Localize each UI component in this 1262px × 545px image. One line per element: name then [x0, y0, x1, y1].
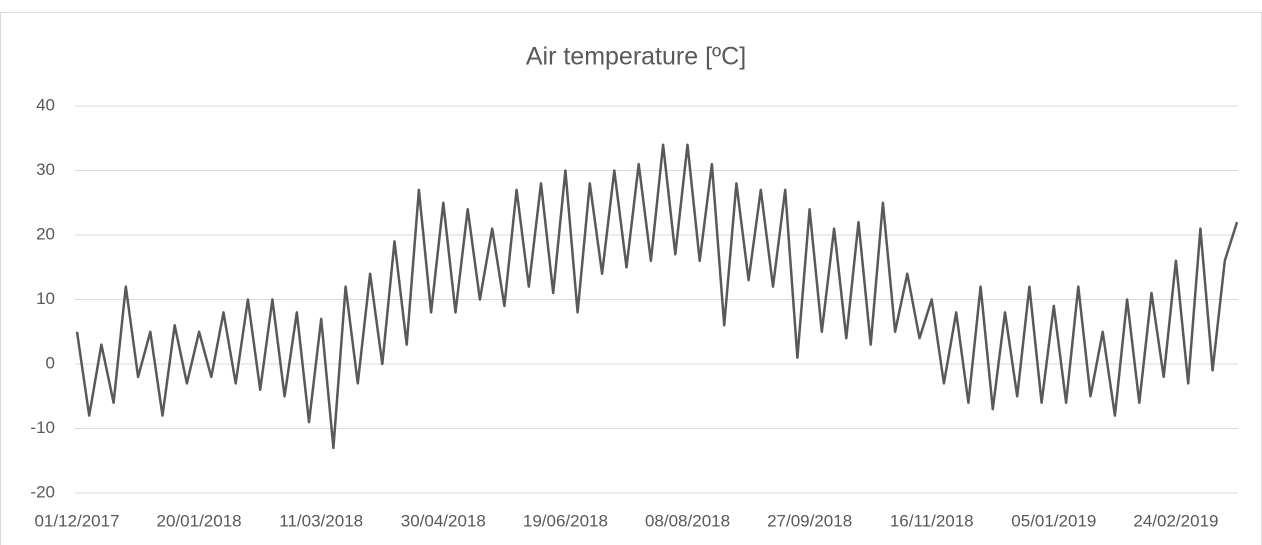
x-tick-label: 08/08/2018 — [645, 511, 730, 530]
x-tick-label: 16/11/2018 — [890, 511, 974, 530]
x-tick-label: 19/06/2018 — [523, 511, 608, 530]
chart-title: Air temperature [ºC] — [526, 43, 746, 71]
x-tick-label: 30/04/2018 — [401, 511, 486, 530]
x-tick-label: 11/03/2018 — [279, 511, 363, 530]
y-tick-label: 30 — [36, 160, 55, 179]
x-tick-label: 24/02/2019 — [1133, 511, 1218, 530]
y-tick-label: -10 — [30, 418, 55, 437]
line-series — [75, 143, 1239, 450]
x-tick-label: 20/01/2018 — [157, 511, 242, 530]
y-tick-label: 0 — [46, 353, 55, 372]
x-tick-label: 01/12/2017 — [34, 511, 119, 530]
chart-border — [0, 12, 1262, 545]
y-tick-label: -20 — [30, 482, 55, 501]
y-tick-label: 40 — [36, 95, 55, 114]
x-tick-label: 05/01/2019 — [1011, 511, 1096, 530]
y-tick-label: 20 — [36, 224, 55, 243]
x-tick-label: 27/09/2018 — [767, 511, 852, 530]
y-tick-label: 10 — [36, 289, 55, 308]
